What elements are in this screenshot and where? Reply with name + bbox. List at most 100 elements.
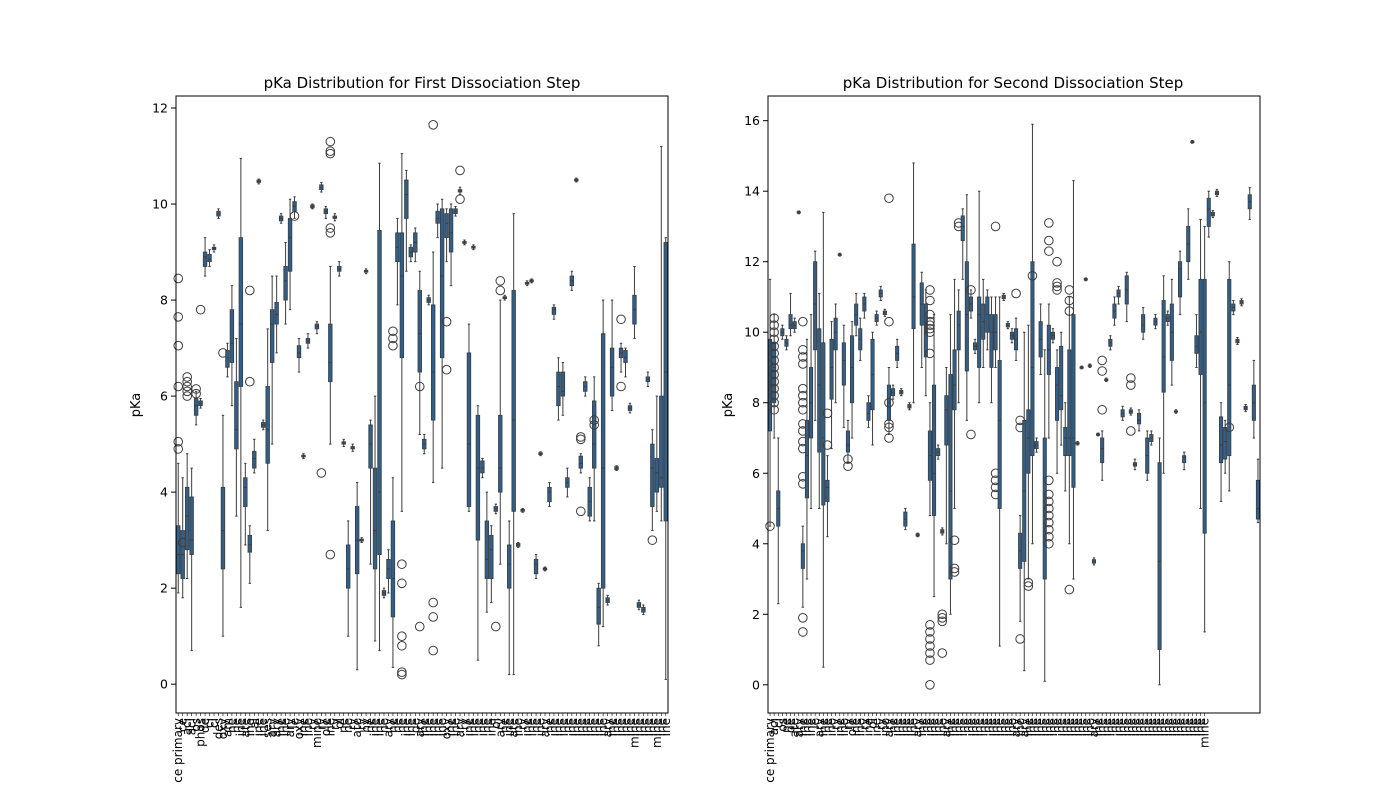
x-tick-label: ine <box>641 718 655 736</box>
box-group <box>574 177 579 183</box>
box-group <box>1027 123 1038 545</box>
box <box>1255 479 1260 520</box>
x-tick-label: os <box>189 718 203 732</box>
x-tick-label: ine <box>1054 718 1068 736</box>
box <box>964 261 969 372</box>
outlier-point <box>966 429 976 440</box>
box-group <box>997 296 1002 647</box>
x-tick-label: ary <box>538 718 552 737</box>
outlier-point <box>949 563 960 574</box>
box-group <box>524 280 530 287</box>
x-tick-label: de <box>198 718 212 733</box>
x-tick-label: ine <box>636 718 650 736</box>
box-group <box>1059 331 1064 446</box>
box-group <box>1194 314 1199 368</box>
box <box>1157 462 1162 650</box>
x-tick-label: ary <box>283 718 297 737</box>
box <box>841 342 846 386</box>
box-group <box>870 331 875 446</box>
box <box>821 342 826 506</box>
box <box>533 558 539 575</box>
box-group <box>1023 324 1034 591</box>
box-group <box>973 338 978 354</box>
x-tick-label: ine <box>444 718 458 736</box>
x-tick-label: ne <box>779 718 793 733</box>
box-group <box>173 273 184 594</box>
box <box>1227 278 1232 457</box>
outlier-point <box>325 228 336 238</box>
outlier-point <box>1023 581 1034 591</box>
x-tick-label: ary <box>413 718 427 737</box>
box <box>932 384 937 516</box>
box-group <box>960 208 965 280</box>
box-group <box>1186 208 1191 280</box>
box-group <box>600 299 606 628</box>
box <box>390 520 396 618</box>
outlier-point <box>575 506 586 517</box>
box-group <box>1083 277 1088 282</box>
box-group <box>784 335 789 351</box>
box <box>265 386 270 464</box>
outlier-point <box>455 194 465 205</box>
box-group <box>780 324 785 340</box>
x-tick-label: ine <box>417 718 431 736</box>
first-step-plot: pKa Distribution for First Dissociation … <box>129 74 673 783</box>
box-group <box>1157 437 1162 686</box>
x-tick-label: ine <box>296 718 310 736</box>
outlier-point <box>325 146 336 157</box>
outlier-point <box>491 621 501 632</box>
box <box>1182 455 1187 464</box>
box-group <box>289 196 300 221</box>
x-tick-label: ary <box>1087 718 1101 737</box>
x-tick-label: mine <box>650 718 664 748</box>
x-tick-label: ine <box>1153 718 1167 736</box>
box-group <box>636 599 642 611</box>
outlier-point <box>1044 503 1054 514</box>
x-tick-label: ine <box>619 718 633 736</box>
x-tick-label: ine <box>610 718 624 736</box>
box-group <box>809 314 814 510</box>
outlier-point <box>397 578 407 589</box>
x-tick-label: aci <box>180 718 194 735</box>
x-tick-label: ne <box>529 718 543 733</box>
box <box>829 338 834 400</box>
box-group <box>1052 256 1062 474</box>
x-tick-label: ole <box>845 718 859 736</box>
outlier-point <box>1126 426 1136 436</box>
x-tick-label: ine <box>466 718 480 736</box>
x-tick-label: ine <box>1001 718 1015 736</box>
box-group <box>283 241 288 325</box>
x-tick-label: ne <box>390 718 404 733</box>
box-group <box>788 292 793 337</box>
x-tick-label: ine <box>404 718 418 736</box>
x-tick-label: ne <box>498 718 512 733</box>
x-tick-label: ine <box>1083 718 1097 736</box>
outlier-point <box>182 381 192 392</box>
outlier-point <box>441 364 452 375</box>
x-tick-label: ine <box>1066 718 1080 736</box>
x-tick-label: ne <box>395 718 409 733</box>
box-group <box>377 162 382 652</box>
x-tick-label: ine <box>849 718 863 736</box>
outlier-point <box>616 381 626 392</box>
box-group <box>663 237 668 680</box>
box <box>372 467 378 570</box>
x-tick-label: ses <box>261 718 275 738</box>
second-plot-title: pKa Distribution for Second Dissociation… <box>843 74 1183 92</box>
box <box>609 347 615 397</box>
outlier-point <box>769 369 779 380</box>
box <box>788 314 793 330</box>
outlier-point <box>325 148 336 159</box>
outlier-point <box>388 340 398 351</box>
box-group <box>256 178 261 185</box>
x-tick-label: ine <box>1046 718 1060 736</box>
outlier-point <box>173 273 184 284</box>
box <box>480 460 485 474</box>
x-tick-label: ne <box>341 718 355 733</box>
x-tick-label: ine <box>592 718 606 736</box>
outlier-point <box>884 422 894 433</box>
x-tick-label: ine <box>1185 718 1199 736</box>
x-tick-label: ine <box>511 718 525 736</box>
box <box>184 486 190 551</box>
